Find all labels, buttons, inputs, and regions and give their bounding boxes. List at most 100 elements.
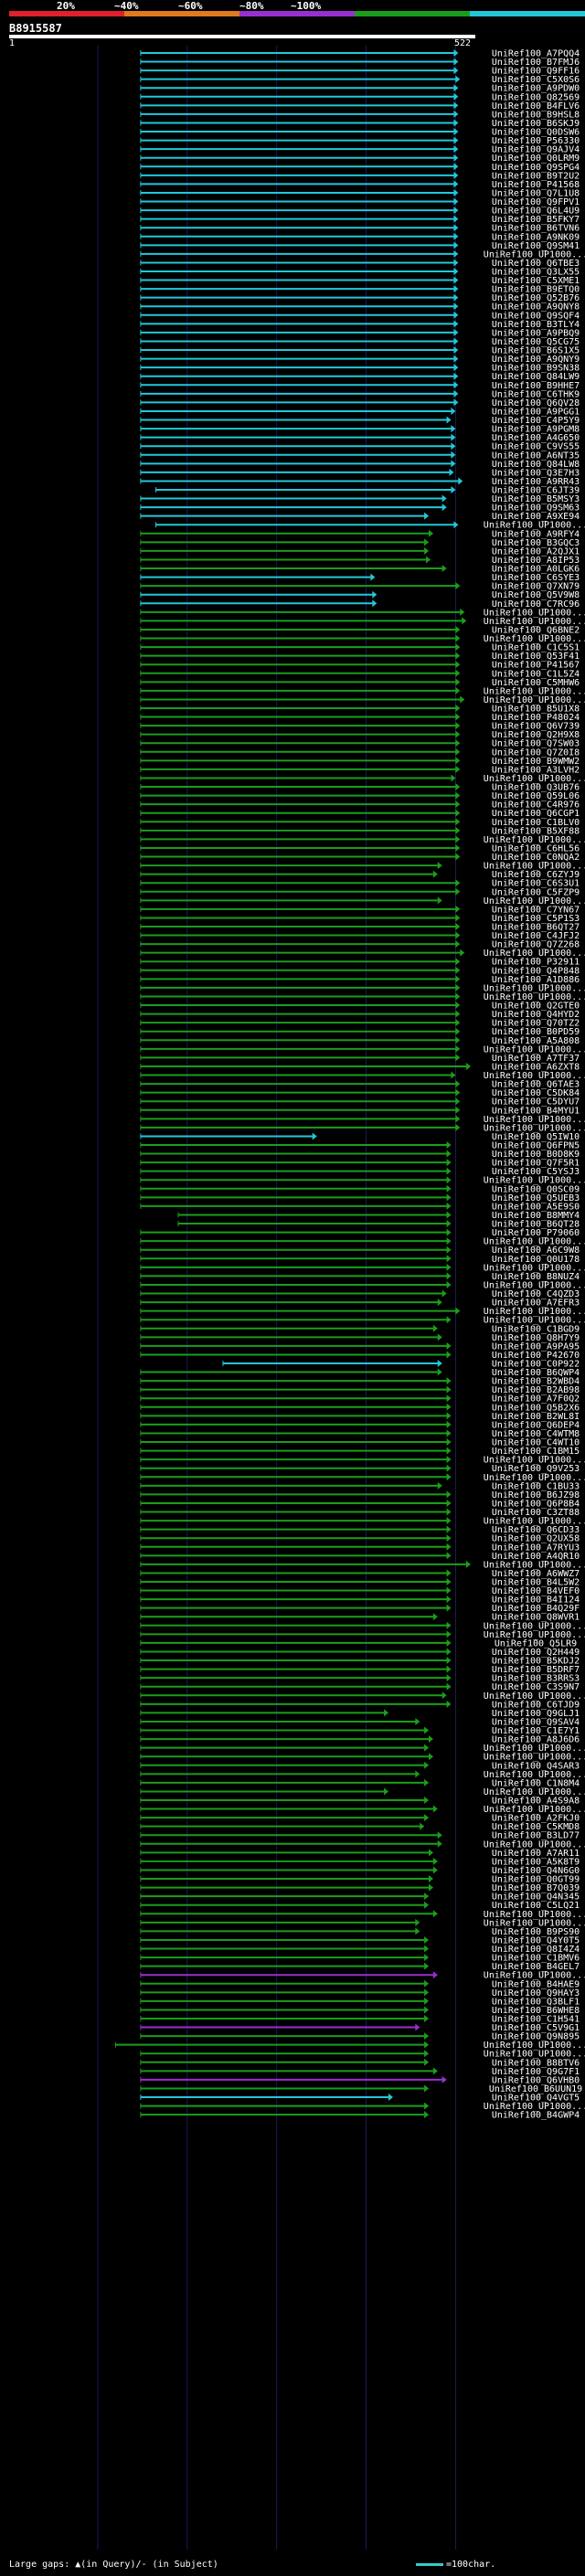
- hit-label[interactable]: UniRef100_Q7Z268: [492, 940, 580, 950]
- hit-label[interactable]: UniRef100_B3RRS3: [492, 1674, 580, 1684]
- hit-label[interactable]: UniRef100_UP1000...: [484, 1787, 585, 1797]
- hit-label[interactable]: UniRef100_P48024: [492, 713, 580, 723]
- hit-label[interactable]: UniRef100_Q5B2X6: [492, 1403, 580, 1413]
- hit-label[interactable]: UniRef100_C4QZD3: [492, 1289, 580, 1299]
- hit-label[interactable]: UniRef100_UP1000...: [484, 1176, 585, 1186]
- hit-label[interactable]: UniRef100_UP1000...: [484, 992, 585, 1002]
- hit-label[interactable]: UniRef100_C1N8M4: [492, 1778, 580, 1788]
- hit-label[interactable]: UniRef100_C5V9G1: [492, 2023, 580, 2033]
- hit-label[interactable]: UniRef100_C4R976: [492, 800, 580, 811]
- hit-label[interactable]: UniRef100_Q4VGT5: [492, 2094, 580, 2104]
- hit-label[interactable]: UniRef100_Q5IW10: [492, 1132, 580, 1142]
- hit-label[interactable]: UniRef100_C5X0S6: [492, 75, 580, 85]
- hit-label[interactable]: UniRef100_Q6VHB0: [492, 2075, 580, 2085]
- hit-label[interactable]: UniRef100_B5DRF7: [492, 1665, 580, 1675]
- hit-label[interactable]: UniRef100_A7F0Q2: [492, 1394, 580, 1405]
- hit-label[interactable]: UniRef100_B5MSY3: [492, 494, 580, 504]
- hit-label[interactable]: UniRef100_UP1000...: [484, 1263, 585, 1273]
- hit-label[interactable]: UniRef100_B4FLV6: [492, 101, 580, 111]
- hit-label[interactable]: UniRef100_UP1000...: [484, 608, 585, 618]
- hit-label[interactable]: UniRef100_B0D8K9: [492, 1150, 580, 1160]
- hit-label[interactable]: UniRef100_Q52B76: [492, 293, 580, 303]
- hit-label[interactable]: UniRef100_B5FKY7: [492, 215, 580, 225]
- hit-label[interactable]: UniRef100_A7AR11: [492, 1849, 580, 1859]
- hit-label[interactable]: UniRef100_B3LD77: [492, 1831, 580, 1841]
- hit-label[interactable]: UniRef100_B6QWP4: [492, 1368, 580, 1378]
- hit-label[interactable]: UniRef100_Q9SQF4: [492, 311, 580, 321]
- hit-label[interactable]: UniRef100_B9WMW2: [492, 757, 580, 767]
- hit-label[interactable]: UniRef100_UP1000...: [484, 1456, 585, 1466]
- hit-label[interactable]: UniRef100_Q84LW9: [492, 372, 580, 382]
- hit-label[interactable]: UniRef100_Q70TZ2: [492, 1019, 580, 1029]
- hit-label[interactable]: UniRef100_C6HL56: [492, 843, 580, 853]
- hit-label[interactable]: UniRef100_Q6FPN5: [492, 1141, 580, 1151]
- hit-label[interactable]: UniRef100_C7RC96: [492, 599, 580, 610]
- hit-label[interactable]: UniRef100_C5KMD8: [492, 1822, 580, 1832]
- hit-label[interactable]: UniRef100_Q3UB76: [492, 783, 580, 793]
- hit-label[interactable]: UniRef100_P41567: [492, 661, 580, 671]
- hit-label[interactable]: UniRef100_P42670: [492, 1351, 580, 1361]
- hit-label[interactable]: UniRef100_Q0DSW6: [492, 128, 580, 138]
- hit-label[interactable]: UniRef100_A9PGM8: [492, 425, 580, 435]
- hit-label[interactable]: UniRef100_UP1000...: [484, 2041, 585, 2051]
- hit-label[interactable]: UniRef100_A7PQQ4: [492, 49, 580, 59]
- hit-label[interactable]: UniRef100_UP1000...: [484, 1115, 585, 1125]
- hit-label[interactable]: UniRef100_UP1000...: [484, 1473, 585, 1483]
- hit-label[interactable]: UniRef100_UP1000...: [484, 1237, 585, 1247]
- hit-label[interactable]: UniRef100_Q9V253: [492, 1464, 580, 1474]
- hit-label[interactable]: UniRef100_B8MMY4: [492, 1211, 580, 1221]
- hit-label[interactable]: UniRef100_C6TJD9: [492, 1700, 580, 1710]
- hit-label[interactable]: UniRef100_C1E7Y1: [492, 1726, 580, 1736]
- hit-label[interactable]: UniRef100_UP1000...: [484, 1316, 585, 1326]
- hit-label[interactable]: UniRef100_A5K8T9: [492, 1857, 580, 1867]
- hit-label[interactable]: UniRef100_P79060: [492, 1228, 580, 1238]
- hit-label[interactable]: UniRef100_A9XE94: [492, 512, 580, 522]
- hit-label[interactable]: UniRef100_Q7L1U8: [492, 188, 580, 198]
- hit-label[interactable]: UniRef100_A0LGK6: [492, 565, 580, 575]
- hit-label[interactable]: UniRef100_UP1000...: [484, 634, 585, 644]
- hit-label[interactable]: UniRef100_A9RFY4: [492, 529, 580, 539]
- hit-label[interactable]: UniRef100_C7YN67: [492, 905, 580, 915]
- hit-label[interactable]: UniRef100_Q6BNE2: [492, 625, 580, 635]
- hit-label[interactable]: UniRef100_Q53F41: [492, 652, 580, 662]
- hit-label[interactable]: UniRef100_Q2UX58: [492, 1534, 580, 1544]
- hit-label[interactable]: UniRef100_UP1000...: [484, 617, 585, 627]
- hit-label[interactable]: UniRef100_A9PA95: [492, 1341, 580, 1352]
- hit-label[interactable]: UniRef100_C4WTM8: [492, 1429, 580, 1439]
- hit-label[interactable]: UniRef100_C5MHW6: [492, 678, 580, 688]
- hit-label[interactable]: UniRef100_A3LVH2: [492, 765, 580, 775]
- hit-label[interactable]: UniRef100_A6C9W8: [492, 1246, 580, 1256]
- hit-label[interactable]: UniRef100_Q6QV28: [492, 398, 580, 408]
- hit-label[interactable]: UniRef100_A7EFR3: [492, 1299, 580, 1309]
- hit-label[interactable]: UniRef100_C1L5Z4: [492, 669, 580, 679]
- hit-label[interactable]: UniRef100_Q8I4Z4: [492, 1945, 580, 1955]
- hit-label[interactable]: UniRef100_Q2GTE0: [492, 1002, 580, 1012]
- hit-label[interactable]: UniRef100_Q5CG75: [492, 337, 580, 347]
- hit-label[interactable]: UniRef100_B3GQC3: [492, 538, 580, 548]
- hit-label[interactable]: UniRef100_C5LQ21: [492, 1901, 580, 1911]
- hit-label[interactable]: UniRef100_A9PBQ9: [492, 328, 580, 338]
- hit-label[interactable]: UniRef100_Q8H7Y9: [492, 1333, 580, 1343]
- hit-label[interactable]: UniRef100_Q4Y0T5: [492, 1935, 580, 1945]
- hit-label[interactable]: UniRef100_B9PS90: [492, 1927, 580, 1937]
- hit-label[interactable]: UniRef100_C5DYU7: [492, 1097, 580, 1108]
- hit-label[interactable]: UniRef100_UP1000...: [484, 1307, 585, 1317]
- hit-label[interactable]: UniRef100_Q5LR9: [495, 1638, 577, 1648]
- hit-label[interactable]: UniRef100_Q6V739: [492, 722, 580, 732]
- hit-label[interactable]: UniRef100_Q6CGP1: [492, 809, 580, 819]
- hit-label[interactable]: UniRef100_UP1000...: [484, 1691, 585, 1701]
- hit-label[interactable]: UniRef100_B9HSL8: [492, 110, 580, 120]
- hit-label[interactable]: UniRef100_Q8WVR1: [492, 1613, 580, 1623]
- hit-label[interactable]: UniRef100_A4G650: [492, 433, 580, 443]
- hit-label[interactable]: UniRef100_Q0LRM9: [492, 154, 580, 164]
- hit-label[interactable]: UniRef100_Q9FPV1: [492, 197, 580, 207]
- hit-label[interactable]: UniRef100_Q4P848: [492, 966, 580, 976]
- hit-label[interactable]: UniRef100_UP1000...: [484, 1805, 585, 1815]
- hit-label[interactable]: UniRef100_A2FKJ0: [492, 1814, 580, 1824]
- hit-label[interactable]: UniRef100_B6WHE8: [492, 2006, 580, 2016]
- hit-label[interactable]: UniRef100_A2QJX1: [492, 546, 580, 557]
- hit-label[interactable]: UniRef100_A6ZXT8: [492, 1062, 580, 1072]
- hit-label[interactable]: UniRef100_C6THK9: [492, 389, 580, 399]
- hit-label[interactable]: UniRef100_UP1000...: [484, 835, 585, 845]
- hit-label[interactable]: UniRef100_C5P1S3: [492, 914, 580, 924]
